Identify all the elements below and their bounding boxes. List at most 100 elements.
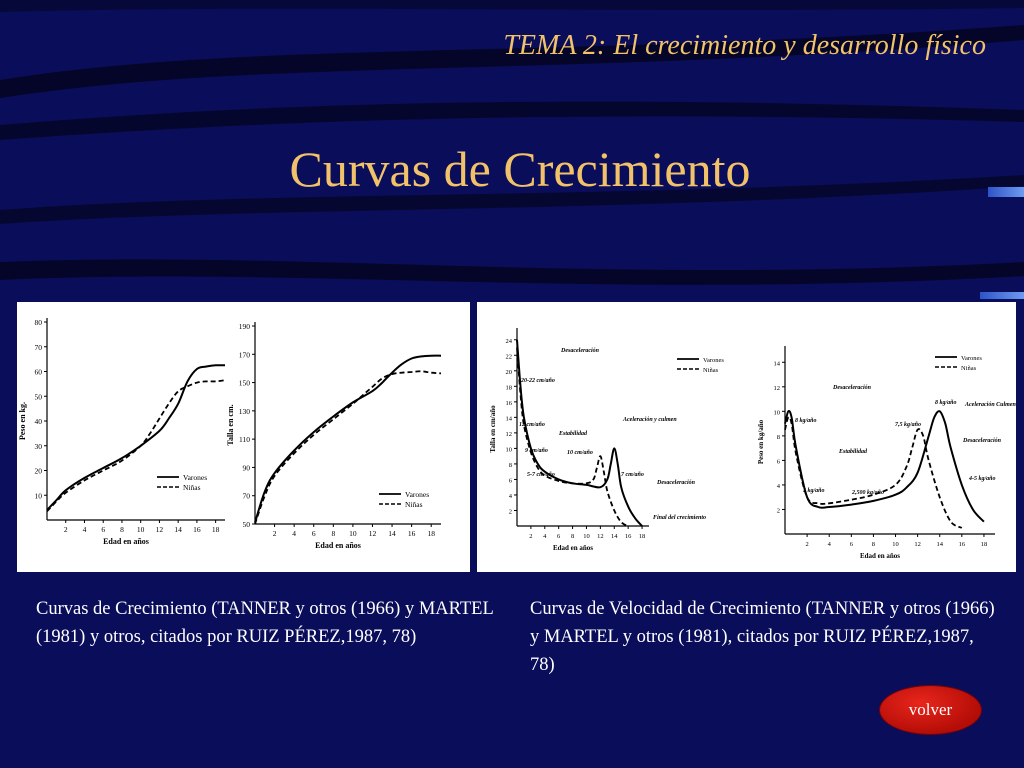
x-tick-label: 4 <box>83 525 87 534</box>
x-axis-label: Edad en años <box>315 541 361 550</box>
series-line-ninas <box>516 347 629 527</box>
y-tick-label: 8 <box>777 434 780 441</box>
y-tick-label: 14 <box>774 360 781 367</box>
y-tick-label: 50 <box>243 520 251 529</box>
y-tick-label: 14 <box>506 415 513 422</box>
x-tick-label: 8 <box>331 529 335 538</box>
y-tick-label: 170 <box>239 350 251 359</box>
x-tick-label: 10 <box>137 525 145 534</box>
x-tick-label: 6 <box>850 541 854 548</box>
y-tick-label: 90 <box>243 463 251 472</box>
series-line-varones <box>46 364 226 511</box>
y-axis-label: Talla en cm/año <box>489 405 497 453</box>
legend-label: Varones <box>183 473 207 482</box>
legend-label: Niñas <box>405 500 423 509</box>
chart-annotation: Aceleración y culmen <box>622 417 677 423</box>
y-tick-label: 110 <box>239 435 250 444</box>
y-tick-label: 70 <box>243 492 251 501</box>
y-tick-label: 4 <box>777 483 781 490</box>
y-tick-label: 18 <box>506 384 513 391</box>
x-tick-label: 16 <box>408 529 416 538</box>
y-tick-label: 50 <box>35 392 43 401</box>
chart-annotation: Aceleración Culmen <box>964 402 1016 408</box>
x-tick-label: 4 <box>828 541 832 548</box>
series-line-ninas <box>254 370 442 525</box>
y-tick-label: 12 <box>506 431 513 438</box>
y-tick-label: 10 <box>35 491 43 500</box>
x-tick-label: 2 <box>273 529 277 538</box>
back-button[interactable]: volver <box>880 686 981 734</box>
x-tick-label: 4 <box>292 529 296 538</box>
x-tick-label: 14 <box>174 525 182 534</box>
growth-charts-panel: 2 4 6 8 10 12 14 16 18 10 20 30 40 50 60 70 80 Edad en añ… <box>17 302 470 572</box>
y-tick-label: 130 <box>239 407 251 416</box>
accent-bar <box>980 292 1024 299</box>
y-tick-label: 70 <box>35 343 43 352</box>
y-tick-label: 4 <box>509 493 513 500</box>
x-tick-label: 6 <box>312 529 316 538</box>
y-tick-label: 12 <box>774 385 781 392</box>
y-axis-label: Peso en kg/año <box>757 419 765 464</box>
y-tick-label: 20 <box>35 467 43 476</box>
weight-chart: 2 4 6 8 10 12 14 16 18 10 20 30 40 50 60 70 80 Edad en añ… <box>18 318 226 546</box>
series-line-varones <box>254 354 442 523</box>
x-tick-label: 8 <box>571 533 574 540</box>
x-tick-label: 12 <box>914 541 921 548</box>
x-axis-label: Edad en años <box>553 544 593 552</box>
y-tick-label: 22 <box>506 353 513 360</box>
y-tick-label: 10 <box>506 446 513 453</box>
chart-annotation: 4-5 kg/año <box>968 476 996 482</box>
chart-annotation: Desaceleración <box>962 438 1002 444</box>
chart-annotation: 9 cm/año <box>525 448 548 454</box>
x-axis-label: Edad en años <box>103 537 149 546</box>
x-tick-label: 18 <box>981 541 988 548</box>
x-tick-label: 2 <box>805 541 808 548</box>
y-tick-label: 6 <box>777 458 781 465</box>
x-tick-label: 14 <box>388 529 396 538</box>
x-tick-label: 10 <box>892 541 899 548</box>
chart-annotation: Desaceleración <box>656 480 696 486</box>
series-line-ninas <box>46 379 226 512</box>
height-chart: 2 4 6 8 10 12 14 16 18 50 70 90 110 130 150 170 190 Edad … <box>226 322 442 550</box>
x-tick-label: 18 <box>427 529 435 538</box>
y-tick-label: 8 <box>509 462 512 469</box>
legend-label: Varones <box>703 357 724 364</box>
x-tick-label: 8 <box>120 525 124 534</box>
chart-annotation: 2,500 kg/año <box>851 490 884 496</box>
legend-label: Varones <box>405 490 429 499</box>
x-tick-label: 6 <box>101 525 105 534</box>
x-tick-label: 8 <box>872 541 875 548</box>
weight-velocity-chart: 2 4 6 8 10 12 14 16 18 2 4 6 8 10 12 14 Edad en años Peso… <box>757 346 1016 560</box>
legend-label: Niñas <box>961 365 977 372</box>
legend-label: Niñas <box>183 483 201 492</box>
y-tick-label: 6 <box>509 477 513 484</box>
y-axis-label: Talla en cm. <box>226 404 235 445</box>
x-tick-label: 2 <box>529 533 532 540</box>
chart-annotation: Desaceleración <box>832 385 872 391</box>
chart-annotation: 20-22 cm/año <box>520 378 555 384</box>
caption-velocity: Curvas de Velocidad de Crecimiento (TANN… <box>530 599 995 675</box>
chart-annotation: Estabilidad <box>838 449 868 455</box>
x-tick-label: 12 <box>369 529 377 538</box>
y-tick-label: 10 <box>774 409 781 416</box>
x-tick-label: 16 <box>193 525 201 534</box>
x-tick-label: 10 <box>349 529 357 538</box>
chart-annotation: 5-7 cm/año <box>527 472 555 478</box>
legend-label: Niñas <box>703 367 719 374</box>
y-tick-label: 30 <box>35 442 43 451</box>
chart-annotation: Final del crecimiento <box>653 515 706 521</box>
chart-annotation: 8 kg/año <box>795 418 817 424</box>
y-tick-label: 2 <box>777 507 780 514</box>
x-tick-label: 6 <box>557 533 561 540</box>
x-axis-label: Edad en años <box>860 552 900 560</box>
chart-annotation: 10 cm/año <box>567 450 593 456</box>
y-tick-label: 190 <box>239 322 251 331</box>
x-tick-label: 16 <box>959 541 966 548</box>
chart-annotation: 7,5 kg/año <box>895 422 921 428</box>
x-tick-label: 12 <box>156 525 164 534</box>
topic-title: TEMA 2: El crecimiento y desarrollo físi… <box>503 30 986 61</box>
chart-annotation: 7 cm/año <box>621 472 644 478</box>
legend-label: Varones <box>961 355 982 362</box>
x-tick-label: 14 <box>936 541 943 548</box>
